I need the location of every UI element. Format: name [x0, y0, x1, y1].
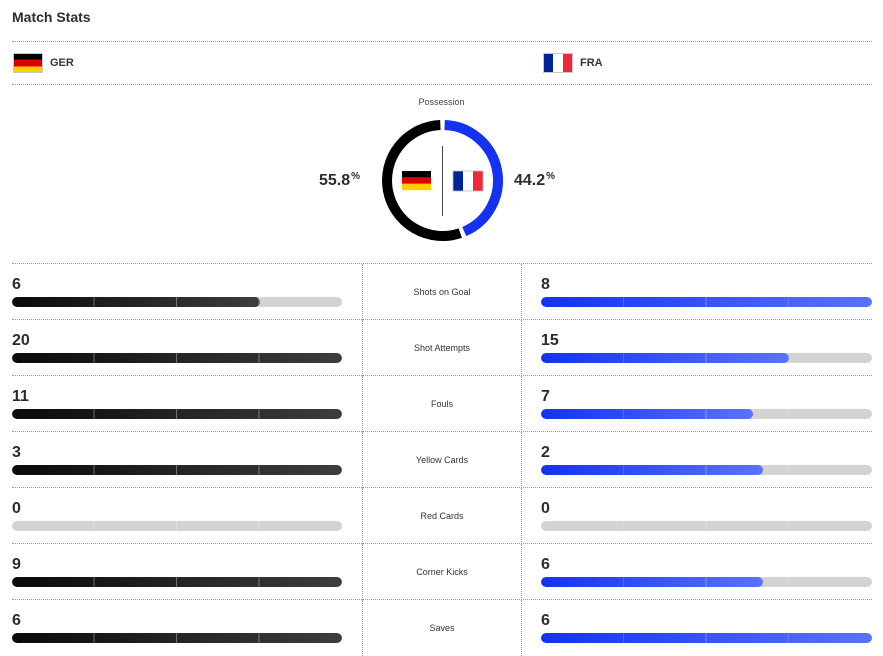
stat-row: 6 Saves 6 [12, 600, 872, 656]
divider [12, 543, 872, 544]
home-stat-bar-fill [12, 465, 342, 475]
divider [12, 84, 872, 85]
away-stat-value: 0 [541, 500, 550, 517]
home-stat-value: 6 [12, 276, 21, 293]
away-stat-bar-fill [541, 633, 872, 643]
column-divider [521, 320, 522, 376]
away-stat-value: 7 [541, 388, 550, 405]
home-team-header: GER [13, 52, 74, 74]
germany-flag-icon [13, 53, 43, 73]
away-stat-bar-fill [541, 409, 753, 419]
stat-row: 0 Red Cards 0 [12, 488, 872, 544]
germany-flag-icon [402, 171, 431, 191]
home-stat-value: 6 [12, 612, 21, 629]
away-stat-value: 8 [541, 276, 550, 293]
column-divider [521, 488, 522, 544]
away-stat-bar-fill [541, 353, 790, 363]
away-stat-bar [541, 297, 872, 307]
column-divider [521, 264, 522, 320]
away-stat-bar-fill [541, 297, 872, 307]
divider [12, 263, 872, 264]
stat-label: Fouls [430, 399, 453, 409]
away-stat-bar-fill [541, 465, 763, 475]
away-possession-percent: 44.2% [514, 171, 555, 190]
stat-label: Red Cards [420, 511, 464, 521]
column-divider [521, 376, 522, 432]
stat-row: 3 Yellow Cards 2 [12, 432, 872, 488]
stat-label: Saves [429, 623, 455, 633]
home-stat-bar [12, 465, 342, 475]
away-possession-arc [444, 120, 503, 237]
divider [12, 41, 872, 42]
stat-label: Shot Attempts [413, 343, 471, 353]
home-possession-arc [382, 120, 462, 241]
stat-row: 6 Shots on Goal 8 [12, 264, 872, 320]
home-stat-value: 0 [12, 500, 21, 517]
percent-sign: % [546, 171, 556, 182]
away-possession-value: 44.2 [514, 172, 546, 189]
home-stat-bar [12, 353, 342, 363]
column-divider [521, 432, 522, 488]
stat-row: 11 Fouls 7 [12, 376, 872, 432]
home-stat-bar [12, 409, 342, 419]
away-stat-value: 6 [541, 556, 550, 573]
france-flag-icon [452, 170, 484, 192]
away-team-code: FRA [580, 57, 603, 69]
stat-row: 20 Shot Attempts 15 [12, 320, 872, 376]
home-stat-bar [12, 577, 342, 587]
france-flag-icon [543, 53, 573, 73]
column-divider [362, 544, 363, 600]
home-stat-bar-fill [12, 297, 260, 307]
possession-donut-chart [382, 120, 503, 241]
home-stat-value: 3 [12, 444, 21, 461]
column-divider [362, 488, 363, 544]
column-divider [362, 264, 363, 320]
away-stat-bar [541, 633, 872, 643]
away-stat-bar [541, 577, 872, 587]
away-stat-bar [541, 409, 872, 419]
away-team-header: FRA [543, 52, 603, 74]
away-stat-value: 15 [541, 332, 559, 349]
stat-row: 9 Corner Kicks 6 [12, 544, 872, 600]
home-possession-value: 55.8 [319, 172, 351, 189]
possession-label: Possession [418, 97, 465, 107]
column-divider [362, 320, 363, 376]
home-stat-bar [12, 633, 342, 643]
home-stat-bar-fill [12, 633, 342, 643]
home-stat-bar-fill [12, 577, 342, 587]
divider [12, 431, 872, 432]
column-divider [362, 376, 363, 432]
home-stat-value: 11 [12, 388, 29, 405]
match-stats-title: Match Stats [12, 9, 91, 25]
away-stat-value: 6 [541, 612, 550, 629]
stat-label: Corner Kicks [416, 567, 468, 577]
home-stat-bar-fill [12, 353, 342, 363]
away-stat-bar [541, 465, 872, 475]
home-stat-value: 9 [12, 556, 21, 573]
stat-label: Shots on Goal [413, 287, 471, 297]
away-stat-bar [541, 521, 872, 531]
home-stat-bar [12, 297, 342, 307]
percent-sign: % [351, 171, 361, 182]
home-stat-bar [12, 521, 342, 531]
away-stat-bar [541, 353, 872, 363]
divider [12, 599, 872, 600]
divider [12, 375, 872, 376]
column-divider [362, 432, 363, 488]
column-divider [521, 600, 522, 656]
home-stat-bar-fill [12, 409, 342, 419]
column-divider [521, 544, 522, 600]
away-stat-bar-fill [541, 577, 763, 587]
divider [12, 319, 872, 320]
column-divider [362, 600, 363, 656]
home-stat-value: 20 [12, 332, 30, 349]
away-stat-value: 2 [541, 444, 550, 461]
stat-label: Yellow Cards [415, 455, 469, 465]
home-team-code: GER [50, 57, 74, 69]
home-possession-percent: 55.8% [319, 171, 360, 190]
divider [12, 487, 872, 488]
